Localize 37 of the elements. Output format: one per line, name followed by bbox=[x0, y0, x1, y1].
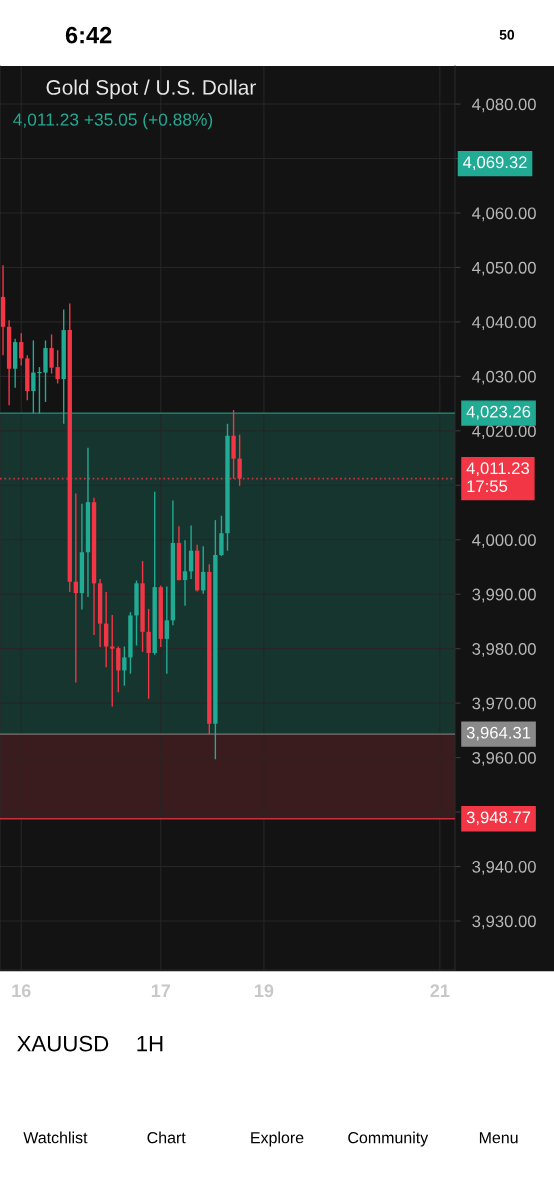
y-tick-label: 3,940.00 bbox=[472, 860, 536, 875]
text: Gold Spot / U.S. Dollar bbox=[46, 79, 256, 99]
text: 6:42 bbox=[65, 26, 112, 44]
candlestick bbox=[182, 539, 188, 607]
text: Community bbox=[348, 1131, 429, 1147]
text: 50 bbox=[499, 29, 515, 40]
text: Watchlist bbox=[23, 1131, 88, 1144]
text: 4,069.32 bbox=[462, 156, 527, 171]
text: 1H bbox=[137, 1035, 163, 1052]
candlestick bbox=[122, 645, 127, 687]
y-tick-label: 4,030.00 bbox=[472, 370, 536, 385]
y-tick-label: 4,000.00 bbox=[472, 534, 536, 548]
y-tick-label: 3,980.00 bbox=[472, 643, 536, 657]
y-tick-label: 3,970.00 bbox=[472, 697, 536, 712]
candlestick bbox=[164, 585, 170, 675]
candlestick bbox=[116, 645, 121, 693]
ref-line-label: 4,023.26 bbox=[466, 405, 531, 420]
y-tick-label: 4,020.00 bbox=[472, 425, 536, 439]
candlestick bbox=[110, 614, 115, 708]
text: Explore bbox=[251, 1131, 304, 1147]
ref-line-label: 3,948.77 bbox=[466, 811, 531, 826]
candlestick bbox=[219, 515, 224, 557]
y-tick-label: 4,080.00 bbox=[472, 98, 536, 113]
text: Chart bbox=[147, 1131, 186, 1144]
candlestick bbox=[19, 332, 24, 367]
y-tick-label: 4,050.00 bbox=[472, 261, 536, 276]
text: 4,011.23 +35.05 (+0.88%) bbox=[13, 112, 213, 130]
y-tick-label: 3,960.00 bbox=[472, 752, 536, 766]
ref-line-label: 4,011.23 17:55 bbox=[466, 462, 530, 493]
y-tick-label: 4,060.00 bbox=[472, 207, 536, 222]
y-tick-label: 3,990.00 bbox=[472, 588, 536, 603]
y-tick-label: 3,930.00 bbox=[472, 915, 536, 930]
y-tick-label: 4,040.00 bbox=[472, 316, 536, 331]
text: XAUUSD bbox=[17, 1035, 109, 1052]
ref-line-label: 3,964.31 bbox=[466, 726, 531, 741]
candlestick bbox=[146, 608, 151, 700]
text: Menu bbox=[479, 1132, 518, 1144]
